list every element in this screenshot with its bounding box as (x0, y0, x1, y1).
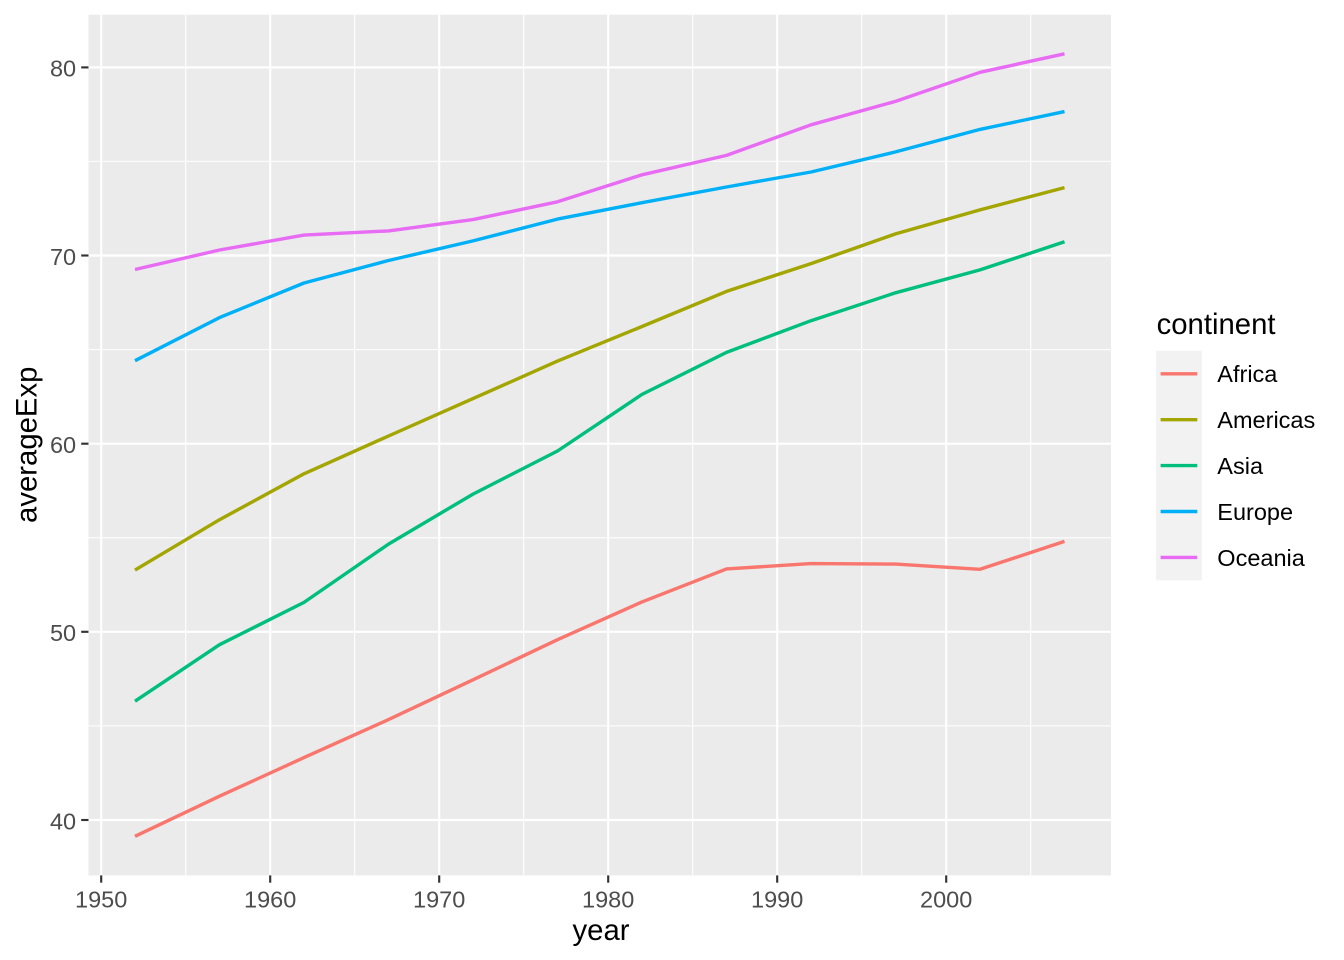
svg-text:50: 50 (50, 620, 76, 646)
svg-text:1980: 1980 (582, 886, 634, 912)
svg-text:Europe: Europe (1217, 499, 1293, 525)
svg-text:continent: continent (1157, 308, 1276, 341)
svg-text:Asia: Asia (1217, 453, 1264, 479)
svg-text:Africa: Africa (1217, 361, 1278, 387)
svg-text:Americas: Americas (1217, 407, 1315, 433)
svg-text:60: 60 (50, 432, 76, 458)
svg-text:Oceania: Oceania (1217, 545, 1305, 571)
svg-text:1960: 1960 (244, 886, 296, 912)
svg-text:1950: 1950 (75, 886, 127, 912)
svg-text:averageExp: averageExp (11, 367, 44, 523)
svg-text:year: year (573, 914, 630, 947)
svg-text:2000: 2000 (920, 886, 972, 912)
svg-text:80: 80 (50, 56, 76, 82)
svg-text:1990: 1990 (751, 886, 803, 912)
svg-text:1970: 1970 (413, 886, 465, 912)
svg-text:70: 70 (50, 244, 76, 270)
svg-text:40: 40 (50, 808, 76, 834)
